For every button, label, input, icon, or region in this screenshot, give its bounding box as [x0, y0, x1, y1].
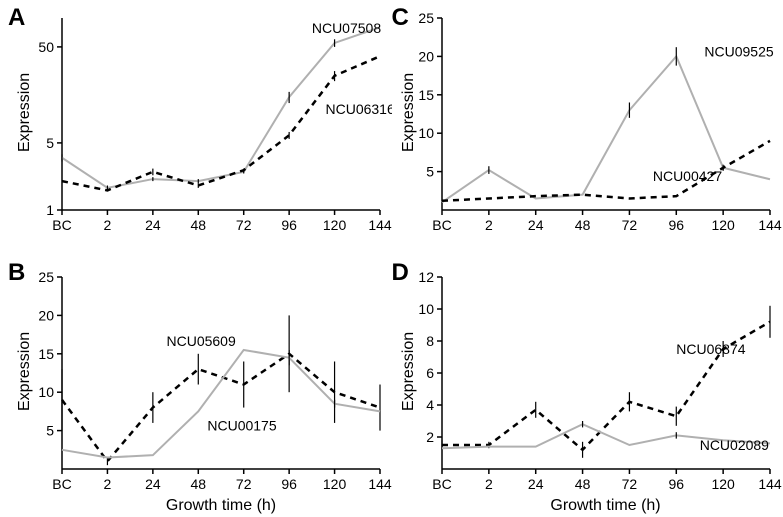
x-tick-label: 96 — [668, 217, 684, 233]
x-tick-label: BC — [52, 217, 71, 233]
series-label: NCU00175 — [207, 417, 276, 433]
chart-svg: 1 5 50 BC 2 24 48 72 96 120 144 NCU07508 NCU06316 — [0, 0, 392, 259]
x-tick-label: BC — [432, 476, 451, 492]
series-label: NCU00427 — [652, 168, 721, 184]
x-tick-label: 48 — [574, 476, 590, 492]
x-tick-label: 144 — [368, 217, 391, 233]
x-tick-label: 120 — [323, 476, 347, 492]
y-tick-label: 12 — [418, 269, 434, 285]
series-label: NCU02089 — [699, 436, 768, 452]
y-tick-label: 25 — [418, 10, 434, 26]
y-tick-label: 5 — [426, 164, 434, 180]
y-tick-label: 10 — [418, 301, 434, 317]
panel-letter: D — [392, 259, 409, 287]
y-tick-label: 50 — [38, 39, 54, 55]
x-tick-label: 96 — [281, 217, 297, 233]
x-tick-label: 2 — [104, 476, 112, 492]
x-tick-label: 24 — [145, 217, 161, 233]
x-tick-label: 96 — [281, 476, 297, 492]
panel-letter: B — [8, 259, 25, 287]
x-tick-label: 144 — [758, 217, 782, 233]
chart-svg: 24681012BC224487296120144NCU06874NCU0208… — [392, 259, 783, 517]
x-tick-label: 48 — [190, 217, 206, 233]
panel-a: A Expression 1 5 50 BC 2 24 48 72 96 120 144 NCU07508… — [0, 0, 392, 259]
series-label: NCU06874 — [676, 340, 745, 356]
x-tick-label: 48 — [190, 476, 206, 492]
x-tick-label: 120 — [711, 217, 735, 233]
y-tick-label: 20 — [418, 48, 434, 64]
x-tick-label: BC — [52, 476, 71, 492]
y-tick-label: 25 — [38, 269, 54, 285]
chart-svg: 5 10 15 20 25 BC 2 24 48 72 96 120 144 NCU05609 NCU001… — [0, 259, 392, 517]
x-tick-label: 2 — [484, 476, 492, 492]
x-tick-label: 72 — [236, 476, 252, 492]
x-tick-label: 24 — [527, 217, 543, 233]
panel-letter: C — [392, 4, 409, 32]
series-line — [62, 56, 380, 190]
x-tick-label: 48 — [574, 217, 590, 233]
y-tick-label: 1 — [46, 202, 54, 218]
x-tick-label: 24 — [145, 476, 161, 492]
x-tick-label: 72 — [621, 217, 637, 233]
y-tick-label: 10 — [38, 384, 54, 400]
panel-c: C Expression 5 10 15 20 25 BC 2 24 48 72 96 120 144 NCU… — [392, 0, 783, 259]
y-tick-label: 20 — [38, 307, 54, 323]
series-label: NCU05609 — [166, 333, 235, 349]
panel-letter: A — [8, 4, 25, 32]
x-tick-label: 144 — [368, 476, 391, 492]
y-tick-label: 8 — [426, 333, 434, 349]
x-tick-label: 144 — [758, 476, 782, 492]
x-tick-label: 24 — [527, 476, 543, 492]
series-label: NCU09525 — [704, 43, 773, 59]
y-axis-label: Expression — [400, 331, 418, 410]
chart-svg: 5 10 15 20 25 BC 2 24 48 72 96 120 144 NCU09525 NCU004… — [392, 0, 783, 259]
y-axis-label: Expression — [16, 331, 34, 410]
y-tick-label: 5 — [46, 422, 54, 438]
x-tick-label: 2 — [104, 217, 112, 233]
panel-b: B Expression Growth time (h) 5 10 15 20 25 BC 2 24… — [0, 259, 392, 517]
x-tick-label: 96 — [668, 476, 684, 492]
y-tick-label: 2 — [426, 429, 434, 445]
y-tick-label: 5 — [46, 135, 54, 151]
y-tick-label: 6 — [426, 365, 434, 381]
panel-d: DExpressionGrowth time (h)24681012BC2244… — [392, 259, 783, 517]
x-tick-label: 72 — [236, 217, 252, 233]
series-line — [62, 349, 380, 457]
x-axis-label: Growth time (h) — [62, 497, 380, 515]
y-tick-label: 10 — [418, 125, 434, 141]
series-label: NCU07508 — [312, 20, 381, 36]
y-tick-label: 15 — [418, 87, 434, 103]
x-tick-label: 120 — [323, 217, 347, 233]
y-tick-label: 4 — [426, 397, 434, 413]
x-tick-label: 120 — [711, 476, 735, 492]
series-line — [62, 353, 380, 461]
y-tick-label: 15 — [38, 345, 54, 361]
x-axis-label: Growth time (h) — [442, 497, 770, 515]
x-tick-label: 72 — [621, 476, 637, 492]
series-label: NCU06316 — [325, 101, 391, 117]
y-axis-label: Expression — [400, 73, 418, 152]
y-axis-label: Expression — [16, 73, 34, 152]
x-tick-label: 2 — [484, 217, 492, 233]
x-tick-label: BC — [432, 217, 451, 233]
